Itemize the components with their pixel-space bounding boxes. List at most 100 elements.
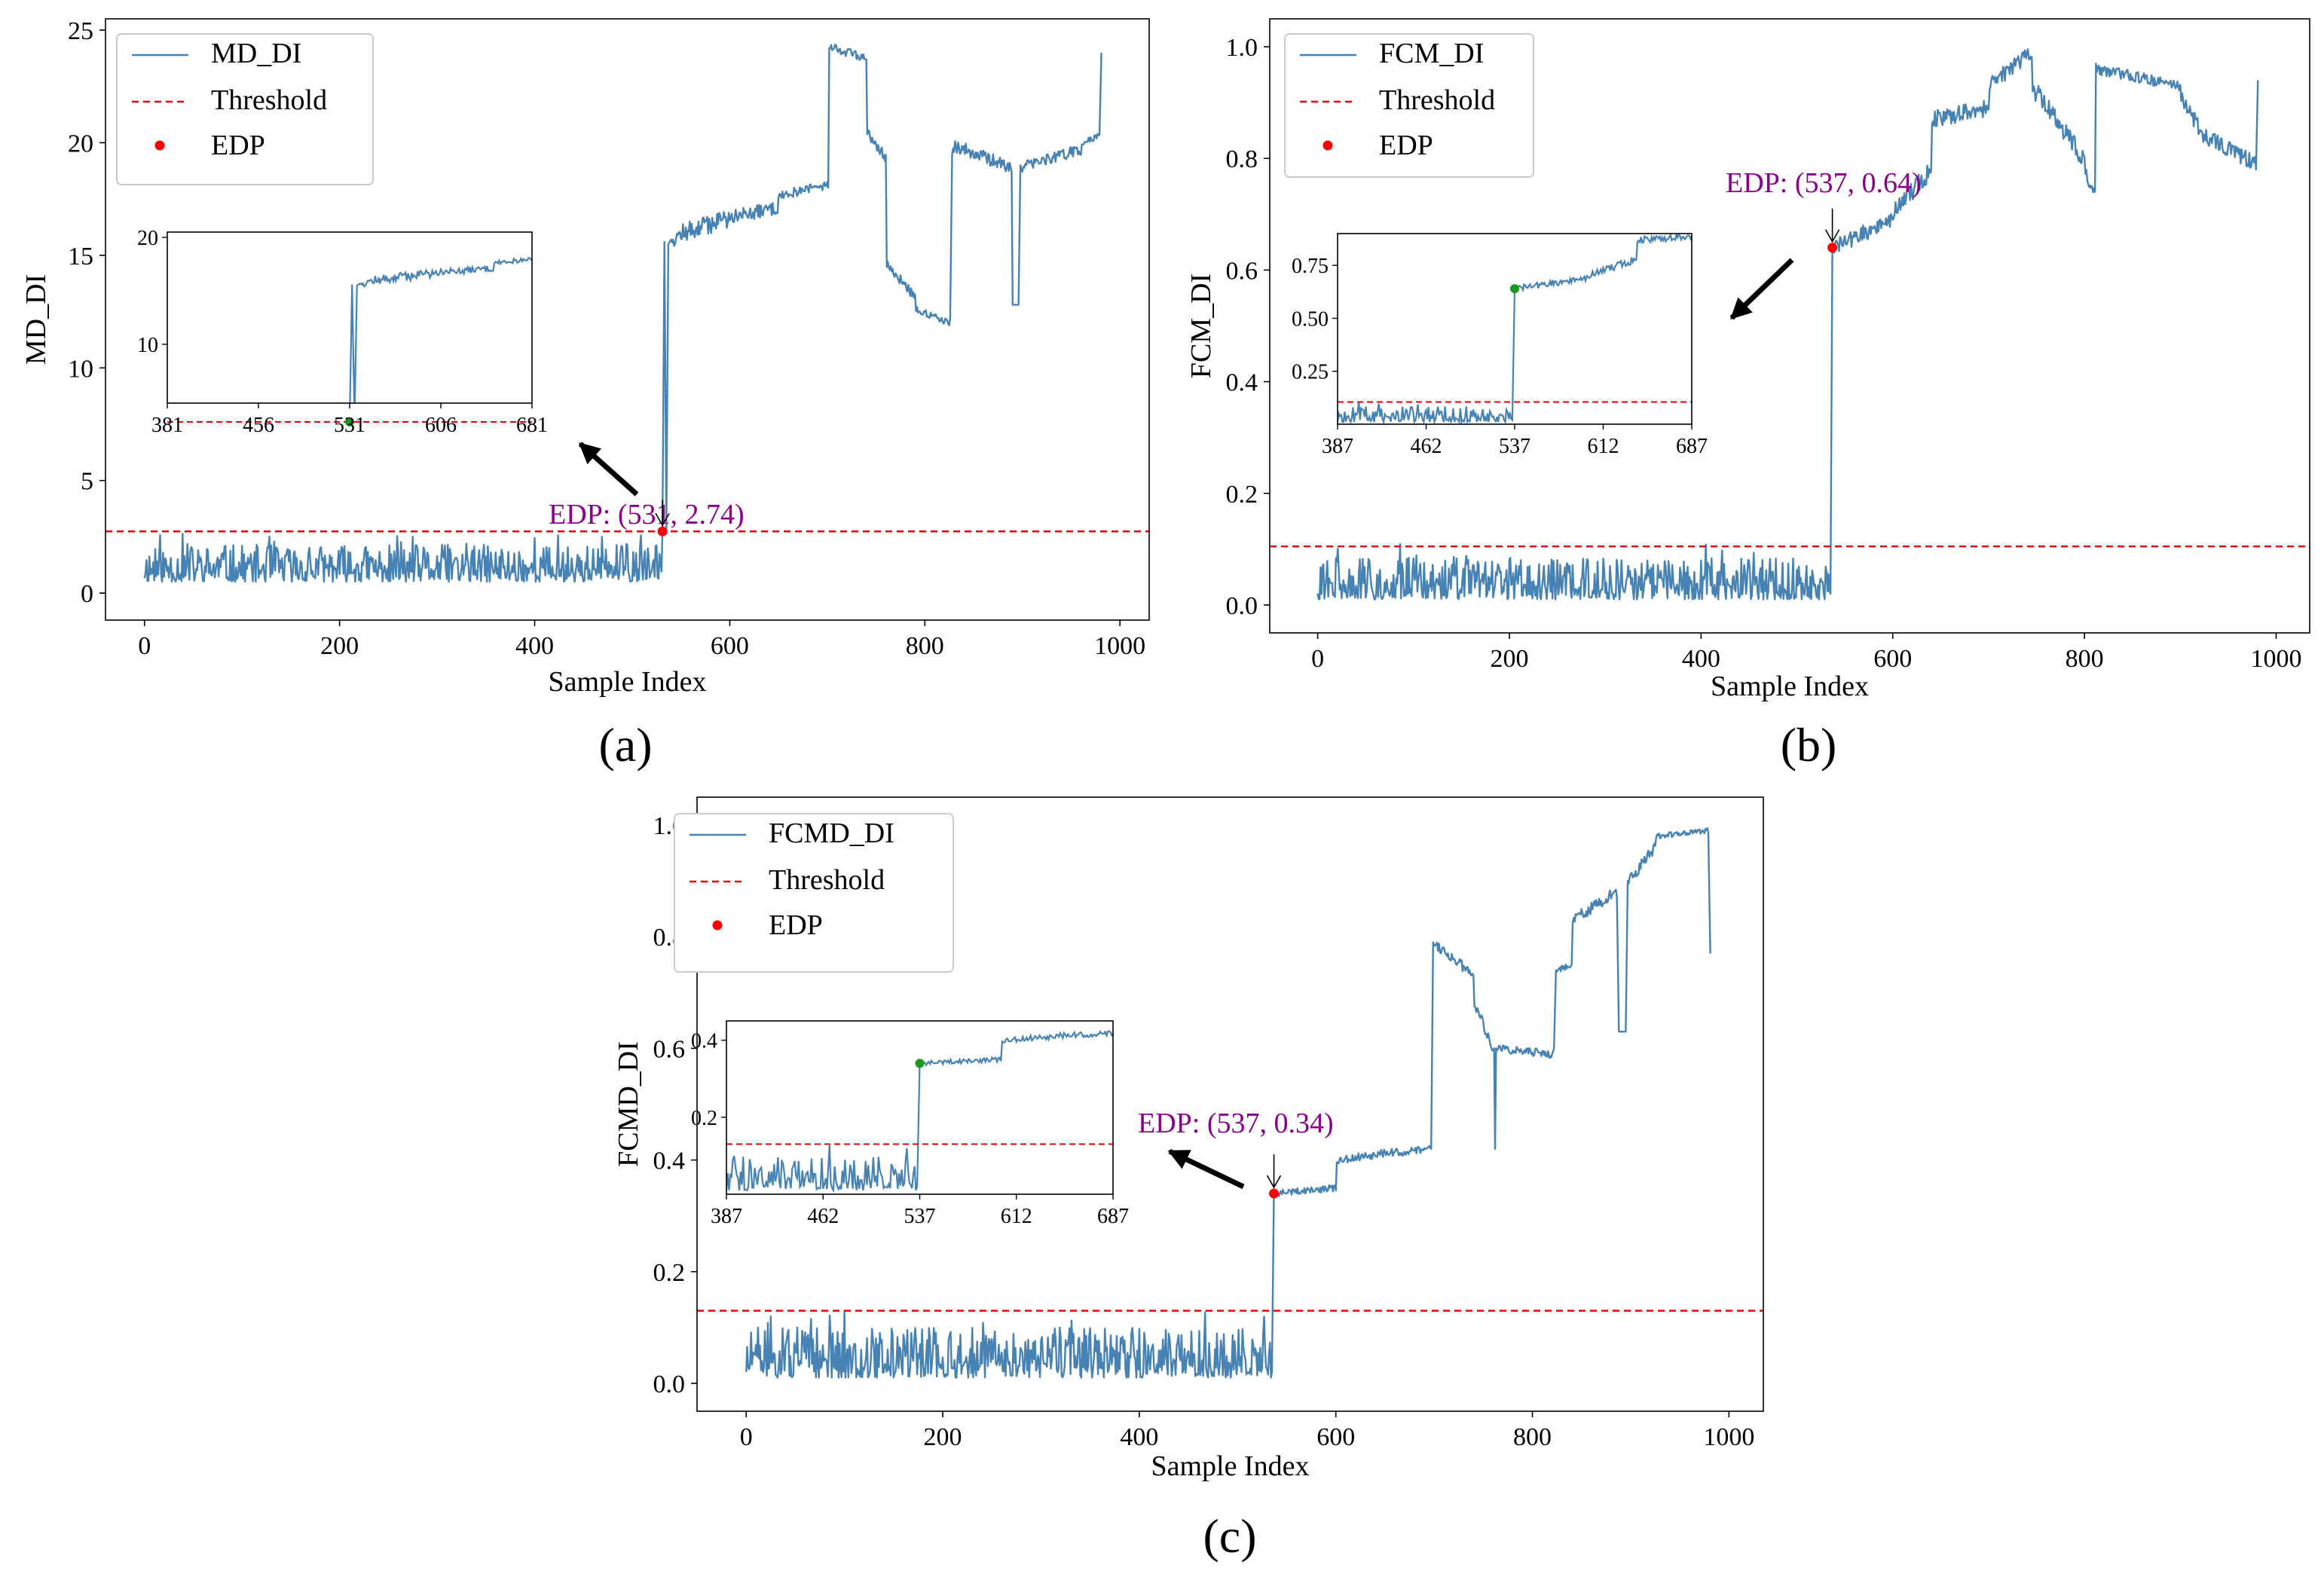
edp-point <box>1269 1188 1280 1199</box>
y-tick-label: 1.0 <box>1226 34 1258 62</box>
y-tick-label: 0 <box>81 580 93 608</box>
x-tick-label: 800 <box>2066 645 2104 673</box>
inset-x-tick-label: 606 <box>425 414 457 437</box>
inset-pointer-arrow <box>1167 1148 1245 1190</box>
legend-entry: Threshold <box>1379 84 1495 116</box>
inset-pointer-arrow <box>1729 258 1794 320</box>
series-line-MD_DI <box>143 44 1102 583</box>
legend-entry: Threshold <box>211 84 327 116</box>
y-tick-label: 0.4 <box>1226 369 1258 397</box>
x-tick-label: 600 <box>711 632 749 660</box>
edp-annotation: EDP: (537, 0.64) <box>1726 167 1922 199</box>
x-tick-label: 800 <box>1513 1423 1552 1451</box>
y-tick-label: 20 <box>68 130 93 157</box>
axes-frame <box>1269 18 2310 634</box>
y-tick-label: 25 <box>68 17 93 45</box>
legend-entry: EDP <box>211 130 265 161</box>
inset-x-tick-label: 687 <box>1676 435 1708 458</box>
inset-series-line <box>349 256 532 403</box>
chart-b: EDP: (537, 0.64) 0 200 400 600 800 1000 0.0 0.2 0… <box>1185 18 2310 772</box>
legend: FCMD_DI Threshold EDP <box>674 813 954 973</box>
x-tick-label: 400 <box>515 632 554 660</box>
inset-bg <box>167 232 532 403</box>
y-tick-label: 0.0 <box>1226 592 1258 620</box>
axes-frame <box>696 796 1764 1412</box>
y-tick-label: 0.8 <box>1226 145 1258 173</box>
x-tick-label: 0 <box>740 1423 753 1451</box>
inset-x-tick-label: 381 <box>151 414 183 437</box>
legend-entry: Threshold <box>769 864 885 896</box>
inset-y-tick-label: 0.75 <box>1292 255 1329 278</box>
inset-edp-point <box>345 417 354 426</box>
inset-y-tick-label: 0.4 <box>691 1030 717 1053</box>
x-tick-label: 1000 <box>1703 1423 1754 1451</box>
inset-x-tick-label: 537 <box>904 1205 936 1228</box>
legend-edp-swatch <box>154 140 165 151</box>
chart-a: EDP: (531, 2.74) 0 200 400 600 800 1000 0 5 10 15 2… <box>20 17 1150 772</box>
series-line-FCMD_DI <box>745 827 1711 1379</box>
x-tick-label: 800 <box>906 632 944 660</box>
x-tick-label: 200 <box>924 1423 962 1451</box>
edp-point <box>657 526 668 536</box>
x-tick-label: 600 <box>1873 645 1912 673</box>
x-tick-label: 0 <box>138 632 151 660</box>
x-tick-label: 200 <box>320 632 359 660</box>
x-axis-label: Sample Index <box>1151 1450 1309 1482</box>
inset-x-tick-label: 462 <box>1411 435 1442 458</box>
y-axis-label: FCMD_DI <box>613 1041 644 1167</box>
legend: MD_DI Threshold EDP <box>116 33 374 185</box>
inset-x-tick-label: 537 <box>1499 435 1530 458</box>
y-axis-label: FCM_DI <box>1185 274 1217 378</box>
inset: 387 462 537 612 687 0.25 0.50 0.75 <box>1292 233 1708 458</box>
inset-x-tick-label: 687 <box>1097 1205 1129 1228</box>
series-line-FCM_DI <box>1316 48 2259 601</box>
inset-x-tick-label: 681 <box>516 414 548 437</box>
inset: 381 456 531 606 681 10 20 <box>137 227 548 437</box>
panel-label-c: (c) <box>1203 1509 1256 1563</box>
y-tick-label: 0.4 <box>653 1148 686 1175</box>
y-tick-label: 10 <box>68 355 93 383</box>
edp-arrow-head <box>655 512 670 527</box>
panel-label-b: (b) <box>1781 718 1837 772</box>
legend-entry: FCMD_DI <box>769 818 894 849</box>
legend-box <box>116 33 374 185</box>
y-tick-label: 0.0 <box>653 1371 686 1398</box>
legend-entry: MD_DI <box>211 38 301 69</box>
inset-y-tick-label: 10 <box>137 334 158 357</box>
inset-x-tick-label: 531 <box>334 414 365 437</box>
edp-point <box>1827 243 1838 253</box>
x-tick-label: 600 <box>1316 1423 1355 1451</box>
legend-entry: FCM_DI <box>1379 38 1484 69</box>
inset-y-tick-label: 20 <box>137 227 158 250</box>
y-tick-label: 0.2 <box>653 1259 686 1287</box>
legend: FCM_DI Threshold EDP <box>1284 33 1534 178</box>
x-axis-label: Sample Index <box>548 666 706 698</box>
inset-x-tick-label: 456 <box>243 414 274 437</box>
x-tick-label: 400 <box>1682 645 1720 673</box>
inset-edp-point <box>915 1059 925 1068</box>
axes-frame <box>105 18 1150 621</box>
inset: 387 462 537 612 687 0.2 0.4 <box>691 1020 1129 1228</box>
panel-label-a: (a) <box>598 718 652 772</box>
edp-annotation: EDP: (537, 0.34) <box>1138 1108 1334 1139</box>
legend-edp-swatch <box>712 920 723 931</box>
y-tick-label: 0.6 <box>1226 257 1258 285</box>
inset-x-tick-label: 612 <box>1001 1205 1032 1228</box>
legend-edp-swatch <box>1323 140 1333 151</box>
y-tick-label: 0.6 <box>653 1035 686 1063</box>
inset-x-tick-label: 462 <box>807 1205 839 1228</box>
inset-x-tick-label: 387 <box>1322 435 1353 458</box>
x-tick-label: 1000 <box>1094 632 1145 660</box>
chart-c: EDP: (537, 0.34) 0 200 400 600 800 1000 0.0 0.2 0… <box>613 796 1764 1563</box>
inset-x-tick-label: 387 <box>711 1205 742 1228</box>
x-axis-label: Sample Index <box>1711 671 1869 702</box>
inset-pointer-arrow <box>578 442 639 497</box>
x-tick-label: 1000 <box>2250 645 2301 673</box>
inset-edp-point <box>1510 284 1519 294</box>
y-axis-label: MD_DI <box>20 274 52 365</box>
edp-arrow-head <box>1824 229 1840 243</box>
y-tick-label: 15 <box>68 243 93 270</box>
x-tick-label: 0 <box>1311 645 1324 673</box>
x-tick-label: 400 <box>1120 1423 1158 1451</box>
